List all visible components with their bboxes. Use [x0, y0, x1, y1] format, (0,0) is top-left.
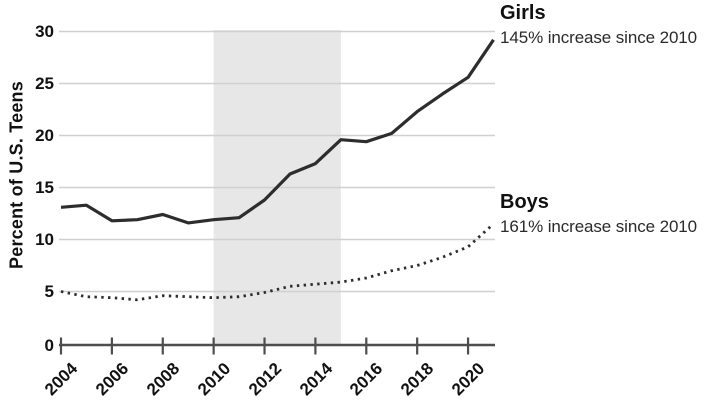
- y-axis-title: Percent of U.S. Teens: [6, 81, 27, 269]
- y-tick-label: 15: [35, 177, 54, 197]
- girls-increase-note: 145% increase since 2010: [500, 28, 698, 47]
- girls-line: [60, 38, 495, 225]
- y-tick-label: 0: [44, 336, 54, 355]
- y-tick-label: 20: [35, 125, 54, 145]
- boys-line: [60, 222, 495, 302]
- boys-increase-note: 161% increase since 2010: [500, 217, 698, 236]
- y-tick-label: 25: [35, 73, 54, 93]
- boys-annotation-block: Boys 161% increase since 2010: [500, 190, 697, 239]
- y-tick-label: 30: [35, 21, 54, 41]
- y-tick-label: 5: [44, 281, 54, 301]
- girls-series-label: Girls: [500, 2, 546, 24]
- girls-annotation-block: Girls 145% increase since 2010: [500, 1, 697, 50]
- y-tick-label: 10: [35, 229, 54, 249]
- boys-series-label: Boys: [500, 191, 549, 213]
